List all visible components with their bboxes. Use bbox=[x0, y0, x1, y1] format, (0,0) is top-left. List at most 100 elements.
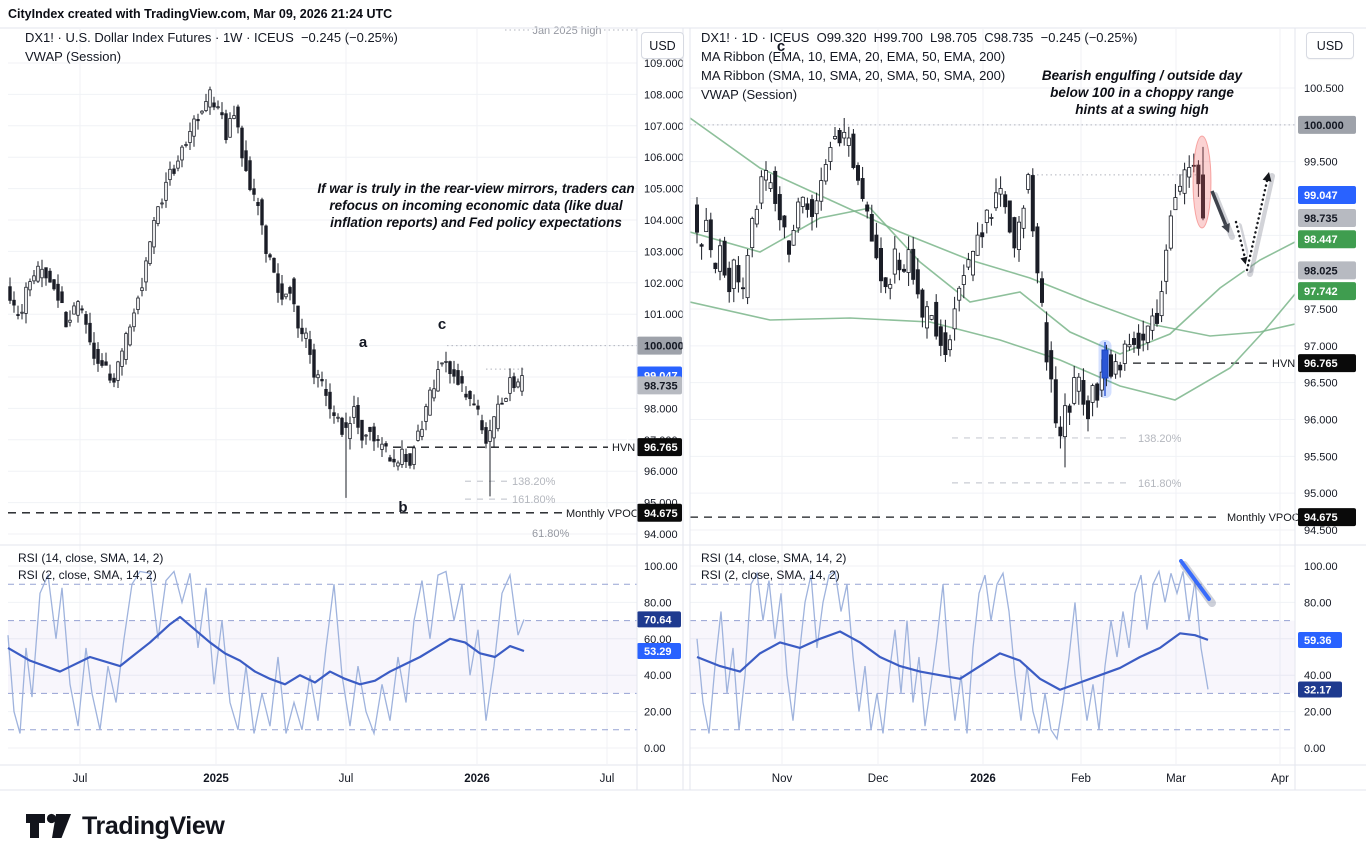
rsi-badge-32.17: 32.17 bbox=[1298, 681, 1342, 698]
right-price-pane[interactable] bbox=[690, 117, 1295, 518]
left-price-pane[interactable] bbox=[8, 29, 637, 514]
right-indicator-vwap[interactable]: VWAP (Session) bbox=[701, 87, 798, 102]
svg-text:102.000: 102.000 bbox=[644, 278, 684, 290]
svg-text:109.000: 109.000 bbox=[644, 58, 684, 70]
wave-letter-c[interactable]: c bbox=[438, 316, 446, 333]
right-indicator-ma-sma[interactable]: MA Ribbon (SMA, 10, SMA, 20, SMA, 50, SM… bbox=[701, 68, 1006, 83]
svg-text:103.000: 103.000 bbox=[644, 246, 684, 258]
right-time-axis[interactable]: Nov Dec 2026 Feb Mar Apr bbox=[772, 773, 1289, 785]
svg-text:98.447: 98.447 bbox=[1304, 234, 1338, 246]
svg-text:107.000: 107.000 bbox=[644, 121, 684, 133]
ma-ribbon-line bbox=[690, 207, 1295, 355]
right-rsi-legend-2[interactable]: RSI (2, close, SMA, 14, 2) bbox=[701, 568, 840, 582]
dotted-arrow[interactable] bbox=[1244, 172, 1275, 277]
price-badge-96.765: 96.765 bbox=[1298, 354, 1356, 373]
annotation-line: inflation reports) and Fed policy expect… bbox=[330, 215, 622, 230]
price-badge-97.742: 97.742 bbox=[1298, 282, 1356, 301]
attribution-text: CityIndex created with TradingView.com, … bbox=[8, 7, 393, 21]
right-price-scale[interactable]: 94.500 95.000 95.500 96.000 96.500 97.000 97.5… bbox=[1298, 83, 1356, 755]
ma-ribbon-line bbox=[690, 117, 1295, 337]
left-candlestick-series bbox=[8, 86, 524, 498]
rsi-slow-line bbox=[696, 630, 1209, 691]
wave-letter-b[interactable]: b bbox=[398, 499, 407, 516]
left-time-axis[interactable]: Jul 2025 Jul 2026 Jul bbox=[73, 773, 615, 785]
svg-text:96.765: 96.765 bbox=[1304, 358, 1338, 370]
hvn-label: HVN bbox=[1272, 358, 1295, 370]
svg-text:100.500: 100.500 bbox=[1304, 83, 1344, 95]
right-indicator-ma-ema[interactable]: MA Ribbon (EMA, 10, EMA, 20, EMA, 50, EM… bbox=[701, 49, 1006, 64]
hvn-label: HVN bbox=[612, 442, 635, 454]
svg-text:108.000: 108.000 bbox=[644, 89, 684, 101]
left-rsi-pane[interactable] bbox=[7, 570, 525, 736]
svg-text:Jul: Jul bbox=[339, 773, 354, 785]
rsi-trendline[interactable] bbox=[1179, 559, 1216, 607]
fib-138-label: 138.20% bbox=[1138, 433, 1182, 445]
annotation-line: below 100 in a choppy range bbox=[1050, 85, 1234, 100]
svg-text:0.00: 0.00 bbox=[644, 743, 665, 755]
rsi-badge-53.29: 53.29 bbox=[637, 643, 681, 660]
left-rsi-legend-1[interactable]: RSI (14, close, SMA, 14, 2) bbox=[18, 551, 164, 565]
svg-text:80.00: 80.00 bbox=[644, 597, 672, 609]
left-grid bbox=[8, 29, 637, 764]
left-price-scale[interactable]: 94.00095.00096.00097.00098.00099.000100.… bbox=[637, 58, 684, 755]
svg-text:94.675: 94.675 bbox=[644, 508, 678, 520]
right-annotation-note[interactable]: Bearish engulfing / outside day below 10… bbox=[1036, 67, 1248, 118]
right-symbol-title[interactable]: DX1! · 1D · ICEUS O99.320 H99.700 L98.70… bbox=[701, 30, 1138, 45]
svg-text:94.000: 94.000 bbox=[644, 529, 678, 541]
monthly-vpoc-label: Monthly VPOC bbox=[1227, 512, 1300, 524]
svg-text:106.000: 106.000 bbox=[644, 152, 684, 164]
svg-text:96.765: 96.765 bbox=[644, 442, 678, 454]
price-badge-100.000: 100.000 bbox=[1298, 115, 1356, 134]
tradingview-logo-icon bbox=[26, 813, 71, 838]
jan-2025-high-label: Jan 2025 high bbox=[532, 25, 601, 37]
price-badge-94.675: 94.675 bbox=[637, 503, 682, 522]
wave-letter-a[interactable]: a bbox=[359, 334, 368, 351]
left-symbol-title[interactable]: DX1! · U.S. Dollar Index Futures · 1W · … bbox=[25, 30, 398, 45]
svg-text:96.000: 96.000 bbox=[644, 466, 678, 478]
left-rsi-legend-2[interactable]: RSI (2, close, SMA, 14, 2) bbox=[18, 568, 157, 582]
rsi-badge-70.64: 70.64 bbox=[637, 611, 681, 628]
wave-letter-c[interactable]: c bbox=[777, 38, 785, 55]
fib-161-label: 161.80% bbox=[1138, 478, 1182, 490]
svg-text:97.742: 97.742 bbox=[1304, 286, 1338, 298]
left-currency-button[interactable]: USD bbox=[641, 32, 684, 59]
fib-161-label: 161.80% bbox=[512, 494, 556, 506]
svg-text:95.500: 95.500 bbox=[1304, 451, 1338, 463]
right-candlestick-series bbox=[695, 117, 1206, 468]
fib-138-label: 138.20% bbox=[512, 476, 556, 488]
tradingview-logo-text: TradingView bbox=[82, 811, 225, 840]
svg-text:59.36: 59.36 bbox=[1304, 635, 1332, 647]
svg-text:40.00: 40.00 bbox=[644, 670, 672, 682]
svg-text:100.00: 100.00 bbox=[1304, 561, 1338, 573]
svg-text:2026: 2026 bbox=[464, 773, 490, 785]
svg-text:98.025: 98.025 bbox=[1304, 265, 1338, 277]
svg-text:Feb: Feb bbox=[1071, 773, 1091, 785]
solid-arrow[interactable] bbox=[1210, 190, 1235, 240]
svg-text:Apr: Apr bbox=[1271, 773, 1289, 785]
svg-text:80.00: 80.00 bbox=[1304, 597, 1332, 609]
left-annotation-note[interactable]: If war is truly in the rear-view mirrors… bbox=[316, 180, 636, 231]
rsi-slow-line bbox=[7, 615, 525, 686]
annotation-line: If war is truly in the rear-view mirrors… bbox=[317, 181, 635, 196]
svg-text:Jul: Jul bbox=[73, 773, 88, 785]
svg-text:Mar: Mar bbox=[1166, 773, 1186, 785]
price-badge-98.735: 98.735 bbox=[1298, 209, 1356, 228]
price-badge-98.025: 98.025 bbox=[1298, 261, 1356, 280]
tradingview-logo[interactable]: TradingView bbox=[25, 811, 225, 841]
price-badge-100.000: 100.000 bbox=[637, 336, 684, 355]
svg-text:97.000: 97.000 bbox=[1304, 341, 1338, 353]
monthly-vpoc-label: Monthly VPOC bbox=[566, 508, 639, 520]
svg-text:104.000: 104.000 bbox=[644, 215, 684, 227]
annotation-line: Bearish engulfing / outside day bbox=[1041, 68, 1243, 83]
svg-text:100.000: 100.000 bbox=[1304, 120, 1344, 132]
svg-text:96.000: 96.000 bbox=[1304, 415, 1338, 427]
svg-text:100.000: 100.000 bbox=[644, 341, 684, 353]
bearish-engulfing-highlight-ellipse[interactable] bbox=[1192, 135, 1212, 229]
svg-text:94.675: 94.675 bbox=[1304, 512, 1338, 524]
right-rsi-pane[interactable] bbox=[696, 559, 1216, 741]
right-rsi-legend-1[interactable]: RSI (14, close, SMA, 14, 2) bbox=[701, 551, 847, 565]
left-indicator-vwap[interactable]: VWAP (Session) bbox=[25, 49, 122, 64]
right-currency-button[interactable]: USD bbox=[1306, 32, 1354, 59]
